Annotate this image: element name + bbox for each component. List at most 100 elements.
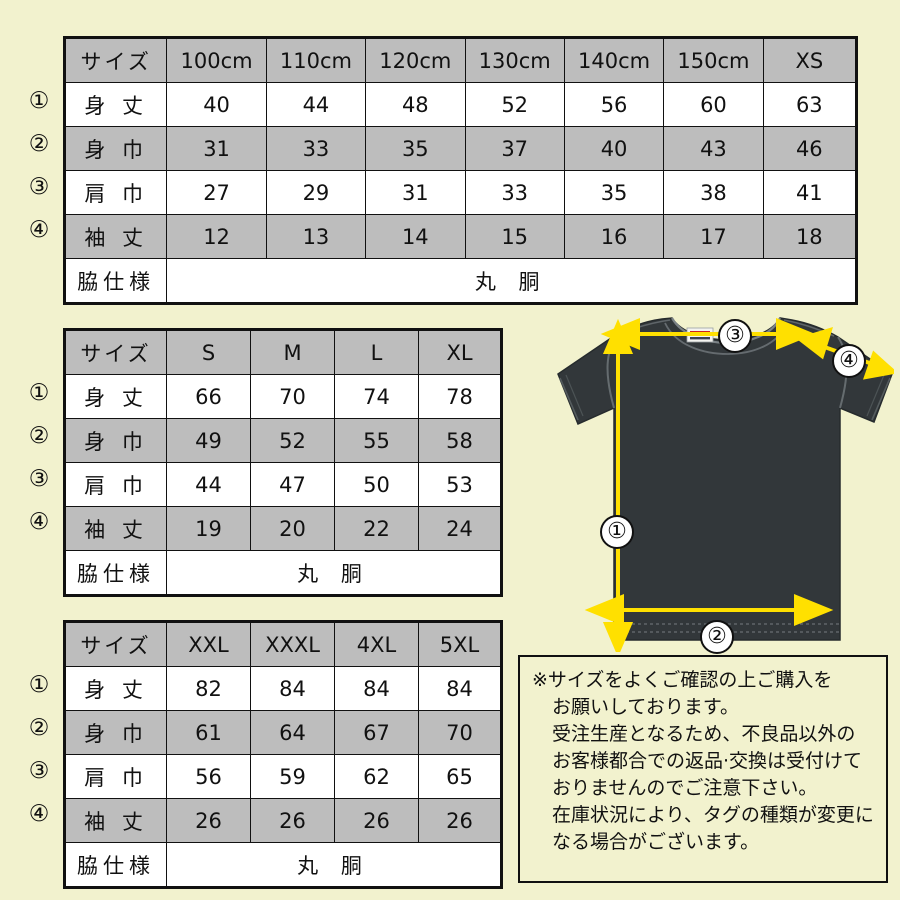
cell: 43 bbox=[663, 126, 764, 171]
cell: 15 bbox=[464, 214, 565, 259]
cell: 74 bbox=[334, 374, 419, 419]
row-marker-3: ③ bbox=[28, 174, 50, 200]
note-line: 在庫状況により、タグの種類が変更に bbox=[552, 803, 874, 826]
side-spec-value: 丸 胴 bbox=[166, 550, 502, 596]
note-line: お客様都合での返品·交換は受付けて bbox=[552, 749, 863, 772]
cell: 46 bbox=[762, 126, 858, 171]
cell: 66 bbox=[166, 374, 251, 419]
cell: 14 bbox=[365, 214, 466, 259]
cell: 27 bbox=[166, 170, 267, 215]
cell: 63 bbox=[762, 82, 858, 127]
header-cell-110cm: 110cm bbox=[265, 37, 367, 83]
cell: 47 bbox=[250, 462, 335, 507]
row-label-side-spec: 脇仕様 bbox=[64, 550, 167, 596]
cell: 60 bbox=[663, 82, 764, 127]
header-cell-130cm: 130cm bbox=[464, 37, 565, 83]
row-marker-1: ① bbox=[28, 672, 50, 698]
cell: 78 bbox=[418, 374, 502, 419]
header-cell-100cm: 100cm bbox=[166, 37, 267, 83]
header-cell-l: L bbox=[334, 329, 419, 375]
cell: 56 bbox=[563, 82, 665, 127]
cell: 24 bbox=[418, 506, 502, 551]
cell: 35 bbox=[563, 170, 665, 215]
row-label-sleeve-length: 袖 丈 bbox=[63, 214, 168, 259]
cell: 44 bbox=[166, 462, 251, 507]
table-header-row: サイズ 100cm 110cm 120cm 130cm 140cm 150cm … bbox=[63, 37, 858, 83]
row-label-body-width: 身 巾 bbox=[64, 418, 167, 463]
size-table-adult: サイズ S M L XL 身 丈 66 70 74 78 身 巾 49 52 5… bbox=[63, 328, 503, 597]
note-line: 受注生産となるため、不良品以外の bbox=[552, 722, 856, 745]
table-header-row: サイズ S M L XL bbox=[64, 329, 502, 375]
cell: 62 bbox=[334, 754, 419, 799]
cell: 17 bbox=[663, 214, 764, 259]
cell: 40 bbox=[166, 82, 267, 127]
row-label-side-spec: 脇仕様 bbox=[64, 842, 167, 888]
cell: 20 bbox=[250, 506, 335, 551]
header-cell-size: サイズ bbox=[63, 37, 168, 83]
header-cell-4xl: 4XL bbox=[334, 621, 419, 667]
row-marker-3: ③ bbox=[28, 466, 50, 492]
cell: 52 bbox=[250, 418, 335, 463]
row-marker-2: ② bbox=[28, 131, 50, 157]
note-line: なる場合がございます。 bbox=[552, 830, 760, 853]
cell: 55 bbox=[334, 418, 419, 463]
row-label-body-width: 身 巾 bbox=[63, 126, 168, 171]
cell: 67 bbox=[334, 710, 419, 755]
row-label-side-spec: 脇仕様 bbox=[63, 258, 168, 304]
header-cell-xxxl: XXXL bbox=[250, 621, 335, 667]
row-marker-1: ① bbox=[28, 88, 50, 114]
row-marker-4: ④ bbox=[28, 801, 50, 827]
table-footer-row: 脇仕様 丸 胴 bbox=[63, 258, 857, 304]
cell: 33 bbox=[464, 170, 565, 215]
row-label-shoulder-width: 肩 巾 bbox=[64, 754, 167, 799]
cell: 52 bbox=[464, 82, 565, 127]
table-row: 肩 巾 27 29 31 33 35 38 41 bbox=[63, 170, 858, 215]
cell: 13 bbox=[265, 214, 367, 259]
header-cell-s: S bbox=[166, 329, 251, 375]
cell: 64 bbox=[250, 710, 335, 755]
row-label-body-length: 身 丈 bbox=[63, 82, 168, 127]
cell: 37 bbox=[464, 126, 565, 171]
table-footer-row: 脇仕様 丸 胴 bbox=[64, 842, 502, 888]
row-marker-4: ④ bbox=[28, 217, 50, 243]
cell: 29 bbox=[265, 170, 367, 215]
cell: 40 bbox=[563, 126, 665, 171]
row-label-sleeve-length: 袖 丈 bbox=[64, 506, 167, 551]
header-cell-m: M bbox=[250, 329, 335, 375]
cell: 61 bbox=[166, 710, 251, 755]
header-cell-120cm: 120cm bbox=[365, 37, 466, 83]
cell: 38 bbox=[663, 170, 764, 215]
cell: 26 bbox=[334, 798, 419, 843]
t-shirt-measurement-diagram: ① ② ③ ④ bbox=[522, 312, 894, 654]
table-footer-row: 脇仕様 丸 胴 bbox=[64, 550, 502, 596]
marker-column-table-2: ① ② ③ ④ bbox=[18, 372, 60, 544]
table-row: 身 巾 49 52 55 58 bbox=[64, 418, 502, 463]
purchase-note-box: ※サイズをよくご確認の上ご購入を お願いしております。 受注生産となるため、不良… bbox=[518, 655, 888, 883]
cell: 31 bbox=[365, 170, 466, 215]
table-row: 身 丈 82 84 84 84 bbox=[64, 666, 502, 711]
measure-arrow-2-body-width bbox=[584, 594, 834, 626]
row-label-shoulder-width: 肩 巾 bbox=[64, 462, 167, 507]
cell: 19 bbox=[166, 506, 251, 551]
cell: 84 bbox=[418, 666, 502, 711]
row-marker-2: ② bbox=[28, 715, 50, 741]
cell: 70 bbox=[418, 710, 502, 755]
side-spec-value: 丸 胴 bbox=[166, 842, 502, 888]
marker-column-table-1: ① ② ③ ④ bbox=[18, 80, 60, 252]
side-spec-value: 丸 胴 bbox=[166, 258, 857, 304]
cell: 41 bbox=[762, 170, 858, 215]
cell: 65 bbox=[418, 754, 502, 799]
cell: 31 bbox=[166, 126, 267, 171]
measure-arrow-3-shoulder-width bbox=[600, 318, 816, 350]
header-cell-5xl: 5XL bbox=[418, 621, 502, 667]
measure-badge-1: ① bbox=[600, 515, 634, 549]
table-row: 袖 丈 12 13 14 15 16 17 18 bbox=[63, 214, 858, 259]
marker-column-table-3: ① ② ③ ④ bbox=[18, 664, 60, 836]
note-line: お願いしております。 bbox=[552, 695, 739, 718]
cell: 33 bbox=[265, 126, 367, 171]
measure-badge-4: ④ bbox=[832, 344, 866, 378]
header-cell-size: サイズ bbox=[64, 621, 167, 667]
measure-badge-2: ② bbox=[700, 620, 734, 654]
measure-badge-3: ③ bbox=[718, 319, 752, 353]
table-row: 袖 丈 26 26 26 26 bbox=[64, 798, 502, 843]
